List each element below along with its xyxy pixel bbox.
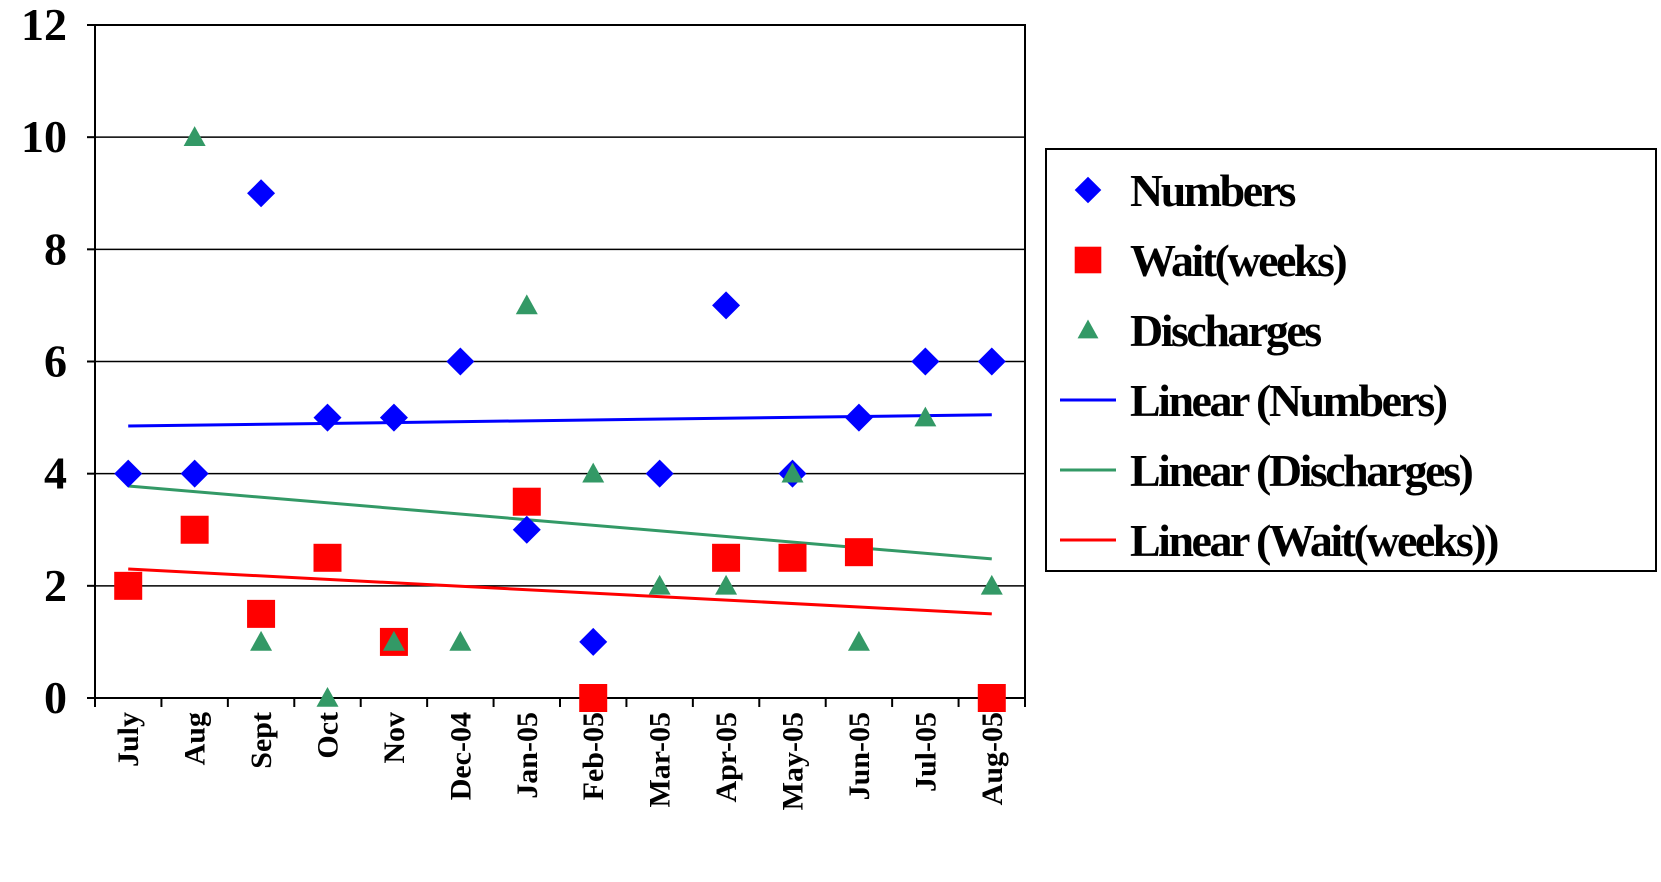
- y-tick-label: 8: [44, 223, 67, 274]
- legend-swatch: [1074, 176, 1102, 204]
- y-tick-label: 10: [21, 111, 67, 162]
- x-tick-label: Oct: [312, 712, 345, 759]
- x-axis: July Aug Sept Oct Nov Dec-04 Jan-05 Feb-05 Mar-0…: [94, 698, 1026, 810]
- x-tick-label: July: [112, 712, 145, 767]
- data-point: [382, 630, 405, 651]
- x-tick-label: Aug: [179, 712, 212, 765]
- legend-label: Numbers: [1130, 165, 1296, 216]
- data-point: [911, 347, 940, 376]
- legend: Numbers Wait(weeks) Discharges Linear (Numb…: [1045, 148, 1657, 572]
- x-tick-label: Sept: [245, 712, 278, 769]
- data-point: [183, 126, 206, 146]
- trendlines: [128, 413, 992, 616]
- x-tick-label: Dec-04: [444, 712, 477, 800]
- y-tick-label: 4: [44, 448, 67, 499]
- legend-label: Linear (Wait(weeks)): [1130, 515, 1498, 566]
- data-point: [977, 684, 1006, 712]
- data-point: [980, 574, 1003, 595]
- data-point: [645, 459, 674, 488]
- legend-label: Discharges: [1130, 305, 1321, 356]
- x-tick-label: Jul-05: [909, 712, 942, 792]
- data-point: [449, 630, 472, 651]
- data-point: [844, 403, 873, 432]
- data-point: [512, 487, 541, 516]
- data-point: [512, 515, 541, 544]
- legend-label: Wait(weeks): [1130, 235, 1346, 286]
- data-point: [579, 684, 608, 712]
- data-point: [114, 571, 143, 600]
- data-point: [250, 630, 273, 651]
- legend-swatch: [1077, 319, 1099, 339]
- x-tick-label: Jan-05: [511, 712, 544, 799]
- data-marks: [114, 126, 1006, 712]
- data-point: [844, 538, 873, 567]
- data-point: [847, 630, 870, 651]
- data-point: [313, 543, 342, 572]
- data-point: [582, 462, 605, 483]
- data-point: [379, 403, 408, 432]
- x-tick-label: May-05: [777, 712, 810, 810]
- data-point: [247, 179, 276, 208]
- data-point: [781, 462, 804, 483]
- data-point: [778, 543, 807, 572]
- data-point: [648, 574, 671, 595]
- data-point: [712, 543, 741, 572]
- data-point: [446, 347, 475, 376]
- legend-label: Linear (Discharges): [1130, 445, 1473, 496]
- y-axis: 0 2 4 6 8 10 12: [21, 0, 95, 723]
- data-point: [977, 347, 1006, 376]
- x-tick-label: Nov: [378, 712, 411, 764]
- gridlines: [95, 136, 1025, 587]
- y-tick-label: 12: [21, 0, 67, 50]
- trendline: [128, 567, 992, 616]
- data-point: [247, 599, 276, 628]
- data-point: [712, 291, 741, 320]
- y-tick-label: 2: [44, 560, 67, 611]
- x-tick-label: Jun-05: [843, 712, 876, 800]
- legend-swatch: [1074, 246, 1102, 274]
- data-point: [914, 406, 937, 427]
- legend-box: [1045, 148, 1657, 572]
- x-tick-label: Aug-05: [976, 712, 1009, 805]
- data-point: [316, 687, 339, 707]
- data-point: [579, 627, 608, 656]
- y-tick-label: 6: [44, 336, 67, 387]
- x-tick-label: Apr-05: [710, 712, 743, 803]
- data-point: [180, 515, 209, 544]
- x-tick-label: Feb-05: [577, 712, 610, 800]
- data-point: [515, 294, 538, 315]
- x-tick-label: Mar-05: [644, 712, 677, 808]
- legend-label: Linear (Numbers): [1130, 375, 1447, 426]
- data-point: [180, 459, 209, 488]
- data-point: [715, 574, 738, 595]
- data-point: [313, 403, 342, 432]
- y-tick-label: 0: [44, 672, 67, 723]
- data-point: [114, 459, 143, 488]
